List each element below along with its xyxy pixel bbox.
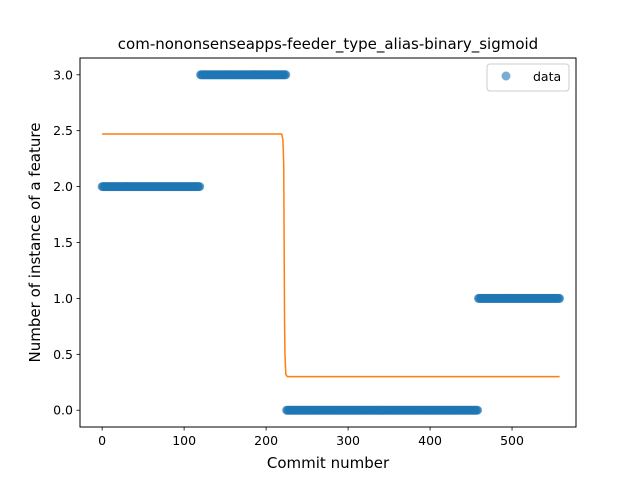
x-tick-label: 300	[336, 433, 360, 448]
plot-layer	[97, 70, 565, 415]
y-tick-label: 0.0	[53, 403, 73, 418]
y-tick-label: 0.5	[53, 347, 73, 362]
y-axis-label: Number of instance of a feature	[26, 123, 44, 363]
x-tick-label: 400	[418, 433, 442, 448]
y-tick-label: 3.0	[53, 67, 73, 82]
data-point	[195, 182, 205, 192]
fit-line	[102, 133, 560, 378]
x-tick-label: 500	[500, 433, 524, 448]
y-tick-label: 2.0	[53, 179, 73, 194]
x-tick-label: 200	[254, 433, 278, 448]
data-series-points	[97, 70, 565, 415]
legend-box	[486, 63, 570, 92]
ticks-layer: 0 100 200 300 400 500 0.0 0.5 1.0 1.5 2.0 2.5 3.0	[53, 67, 524, 448]
plot-frame	[79, 57, 577, 428]
data-point	[555, 293, 565, 303]
data-point	[473, 405, 483, 415]
legend-marker	[501, 71, 511, 81]
y-tick-label: 1.0	[53, 291, 73, 306]
chart-title: com-nononsenseapps-feeder_type_alias-bin…	[118, 35, 538, 54]
x-tick-label: 0	[98, 433, 106, 448]
y-tick-label: 2.5	[53, 123, 73, 138]
x-tick-label: 100	[172, 433, 196, 448]
data-point	[281, 70, 291, 80]
x-axis-label: Commit number	[267, 454, 390, 472]
y-tick-label: 1.5	[53, 235, 73, 250]
legend: data	[486, 63, 570, 92]
legend-label: data	[533, 69, 561, 84]
